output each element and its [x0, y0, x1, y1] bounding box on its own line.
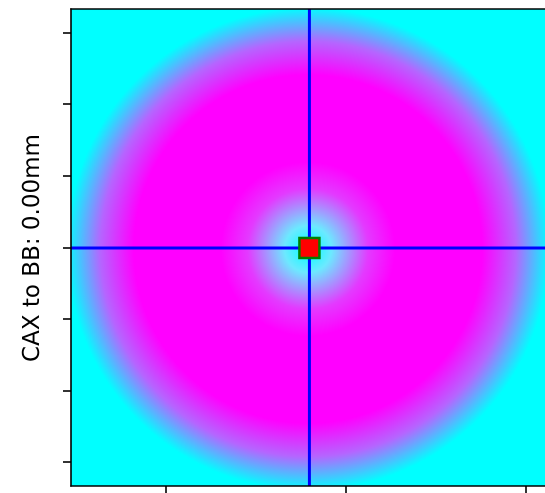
- y-axis-ticks: [63, 32, 71, 463]
- bb-marker-square: [298, 236, 321, 260]
- bb-marker: [298, 236, 321, 260]
- x-axis-ticks: [165, 486, 527, 493]
